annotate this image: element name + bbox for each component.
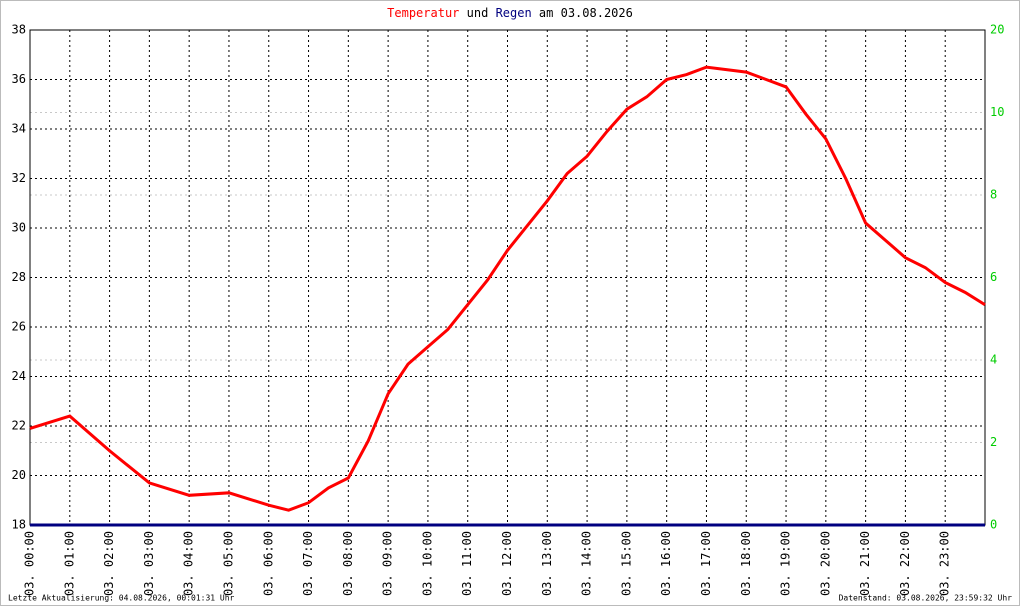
footer-left: Letzte Aktualisierung: 04.08.2026, 00:01… — [8, 594, 235, 603]
x-tick-label: 03. 00:00 — [23, 531, 37, 596]
y2-tick-label: 4 — [990, 353, 997, 367]
x-tick-label: 03. 23:00 — [938, 531, 952, 596]
title-part: und — [467, 6, 489, 20]
x-tick-label: 03. 09:00 — [381, 531, 395, 596]
y2-tick-label: 20 — [990, 23, 1004, 37]
y2-tick-label: 6 — [990, 270, 997, 284]
x-tick-label: 03. 13:00 — [540, 531, 554, 596]
y-tick-label: 26 — [12, 320, 26, 334]
x-tick-label: 03. 02:00 — [102, 531, 116, 596]
y2-tick-label: 2 — [990, 435, 997, 449]
title-part: Temperatur — [387, 6, 459, 20]
title-part: am 03.08.2026 — [539, 6, 633, 20]
y-tick-label: 36 — [12, 72, 26, 86]
y-tick-label: 22 — [12, 419, 26, 433]
y-tick-label: 34 — [12, 122, 26, 136]
x-tick-label: 03. 06:00 — [261, 531, 275, 596]
y-tick-label: 38 — [12, 23, 26, 37]
y2-tick-label: 10 — [990, 105, 1004, 119]
y2-tick-label: 0 — [990, 518, 997, 532]
chart-title: Temperatur und Regen am 03.08.2026 — [387, 6, 633, 20]
x-tick-label: 03. 01:00 — [62, 531, 76, 596]
x-tick-label: 03. 16:00 — [659, 531, 673, 596]
x-tick-label: 03. 05:00 — [221, 531, 235, 596]
x-tick-label: 03. 11:00 — [460, 531, 474, 596]
x-tick-label: 03. 03:00 — [142, 531, 156, 596]
series-line — [29, 65, 986, 512]
y2-tick-label: 8 — [990, 188, 997, 202]
y-tick-label: 18 — [12, 518, 26, 532]
x-tick-label: 03. 17:00 — [699, 531, 713, 596]
y-tick-label: 20 — [12, 468, 26, 482]
footer-right: Datenstand: 03.08.2026, 23:59:32 Uhr — [839, 594, 1013, 603]
x-tick-label: 03. 10:00 — [420, 531, 434, 596]
x-tick-label: 03. 07:00 — [301, 531, 315, 596]
x-tick-label: 03. 12:00 — [500, 531, 514, 596]
y-tick-label: 28 — [12, 270, 26, 284]
y-tick-label: 24 — [12, 369, 26, 383]
x-tick-label: 03. 08:00 — [341, 531, 355, 596]
x-tick-label: 03. 21:00 — [858, 531, 872, 596]
x-tick-label: 03. 19:00 — [779, 531, 793, 596]
y-tick-label: 30 — [12, 221, 26, 235]
y-tick-label: 32 — [12, 171, 26, 185]
x-tick-label: 03. 18:00 — [739, 531, 753, 596]
x-tick-label: 03. 22:00 — [898, 531, 912, 596]
title-part: Regen — [496, 6, 532, 20]
x-tick-label: 03. 15:00 — [619, 531, 633, 596]
x-tick-label: 03. 20:00 — [818, 531, 832, 596]
x-tick-label: 03. 04:00 — [182, 531, 196, 596]
x-tick-label: 03. 14:00 — [580, 531, 594, 596]
